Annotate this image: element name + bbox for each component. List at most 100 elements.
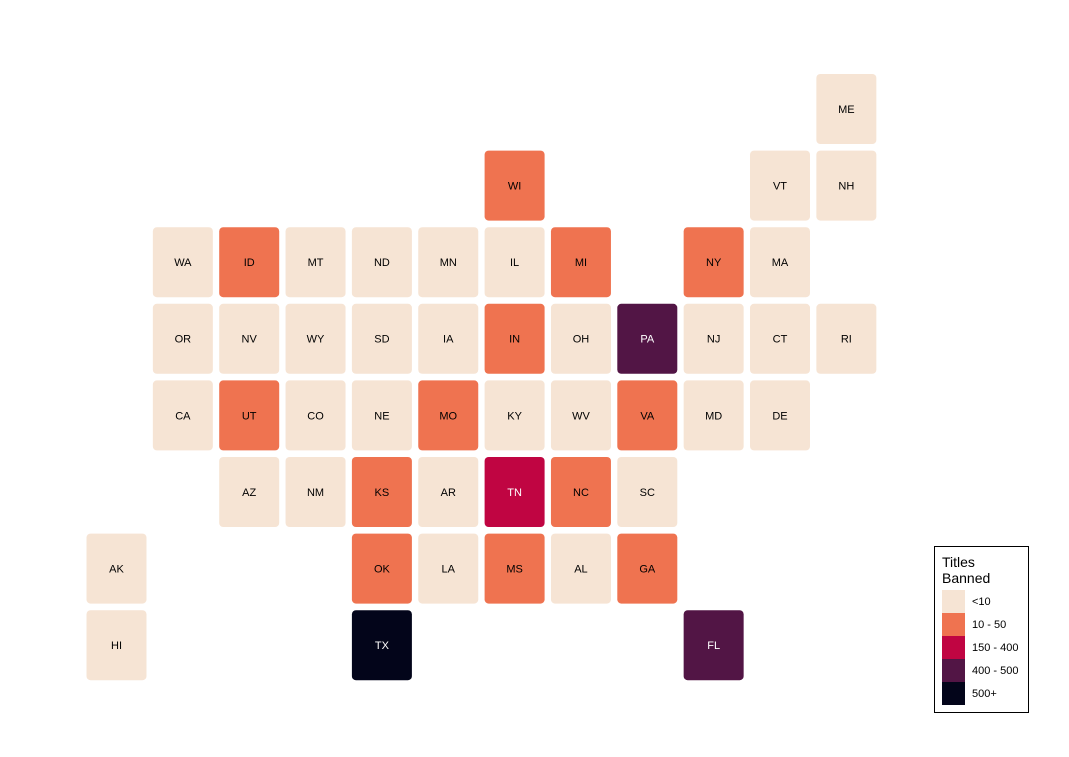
state-tile — [418, 533, 479, 604]
state-tile — [484, 150, 545, 221]
state-label: SC — [640, 487, 655, 499]
state-tile — [285, 457, 346, 527]
state-label: MI — [575, 257, 587, 269]
state-label: WY — [307, 334, 325, 346]
legend-key — [942, 590, 965, 613]
state-tile — [683, 303, 744, 374]
state-label: MT — [308, 257, 324, 269]
state-tile — [617, 380, 678, 451]
state-label: NC — [573, 487, 589, 499]
state-tile — [351, 457, 412, 527]
state-tile — [750, 150, 810, 221]
state-label: UT — [242, 410, 257, 422]
legend-key — [942, 659, 965, 682]
state-label: GA — [639, 564, 656, 576]
legend-label: <10 — [972, 596, 991, 608]
state-tile — [285, 303, 346, 374]
state-label: PA — [640, 334, 655, 346]
state-label: WI — [508, 181, 521, 193]
state-label: DE — [772, 410, 787, 422]
state-tile — [418, 303, 479, 374]
legend-key — [942, 613, 965, 636]
state-tile — [683, 610, 744, 681]
state-label: IL — [510, 257, 519, 269]
state-tile — [484, 380, 545, 451]
state-label: TN — [507, 487, 522, 499]
state-tile — [418, 227, 479, 298]
state-label: MN — [440, 257, 457, 269]
state-tile — [617, 303, 678, 374]
state-tile — [816, 150, 877, 221]
state-label: OK — [374, 564, 391, 576]
state-label: NM — [307, 487, 324, 499]
state-tile — [484, 457, 545, 527]
state-tile — [484, 303, 545, 374]
state-tile — [219, 227, 280, 298]
legend-label: 150 - 400 — [972, 642, 1018, 654]
state-label: SD — [374, 334, 389, 346]
state-label: CA — [175, 410, 191, 422]
state-tile — [617, 533, 678, 604]
state-label: MD — [705, 410, 722, 422]
state-label: RI — [841, 334, 852, 346]
state-label: NV — [242, 334, 258, 346]
state-label: CO — [307, 410, 324, 422]
state-label: TX — [375, 640, 390, 652]
state-label: MS — [506, 564, 523, 576]
state-tile — [285, 380, 346, 451]
state-tile — [750, 303, 810, 374]
state-label: FL — [707, 640, 720, 652]
state-tile — [219, 303, 280, 374]
state-label: WA — [174, 257, 192, 269]
state-tile — [750, 380, 810, 451]
legend-label: 400 - 500 — [972, 665, 1018, 677]
state-tile — [550, 533, 611, 604]
state-label: NH — [838, 181, 854, 193]
state-tile — [550, 457, 611, 527]
state-label: KY — [507, 410, 522, 422]
state-label: ME — [838, 104, 855, 116]
state-tile — [152, 380, 213, 451]
state-label: VA — [640, 410, 655, 422]
state-label: IN — [509, 334, 520, 346]
state-tile — [418, 457, 479, 527]
state-label: CT — [773, 334, 788, 346]
state-tile — [219, 457, 280, 527]
state-label: IA — [443, 334, 454, 346]
state-label: LA — [442, 564, 456, 576]
state-tile — [351, 227, 412, 298]
state-tile — [617, 457, 678, 527]
state-tile — [285, 227, 346, 298]
state-label: AK — [109, 564, 124, 576]
legend-key — [942, 682, 965, 705]
legend-label: 10 - 50 — [972, 619, 1006, 631]
state-tile — [219, 380, 280, 451]
state-tile — [86, 610, 147, 681]
state-tile — [152, 303, 213, 374]
state-tile — [418, 380, 479, 451]
state-tile — [816, 303, 877, 374]
state-label: OR — [175, 334, 192, 346]
state-tile — [351, 303, 412, 374]
state-tile — [816, 74, 877, 144]
state-label: ND — [374, 257, 390, 269]
legend-key — [942, 636, 965, 659]
state-label: ID — [244, 257, 255, 269]
state-tile — [484, 533, 545, 604]
state-tile — [351, 533, 412, 604]
state-label: KS — [375, 487, 390, 499]
state-tile — [484, 227, 545, 298]
state-tile — [152, 227, 213, 298]
state-tile — [86, 533, 147, 604]
state-tile — [683, 227, 744, 298]
legend-label: 500+ — [972, 688, 997, 700]
state-tile — [351, 380, 412, 451]
state-label: WV — [572, 410, 590, 422]
state-label: AZ — [242, 487, 256, 499]
state-tile — [750, 227, 810, 298]
state-label: OH — [573, 334, 590, 346]
state-tile — [550, 380, 611, 451]
state-label: NY — [706, 257, 722, 269]
